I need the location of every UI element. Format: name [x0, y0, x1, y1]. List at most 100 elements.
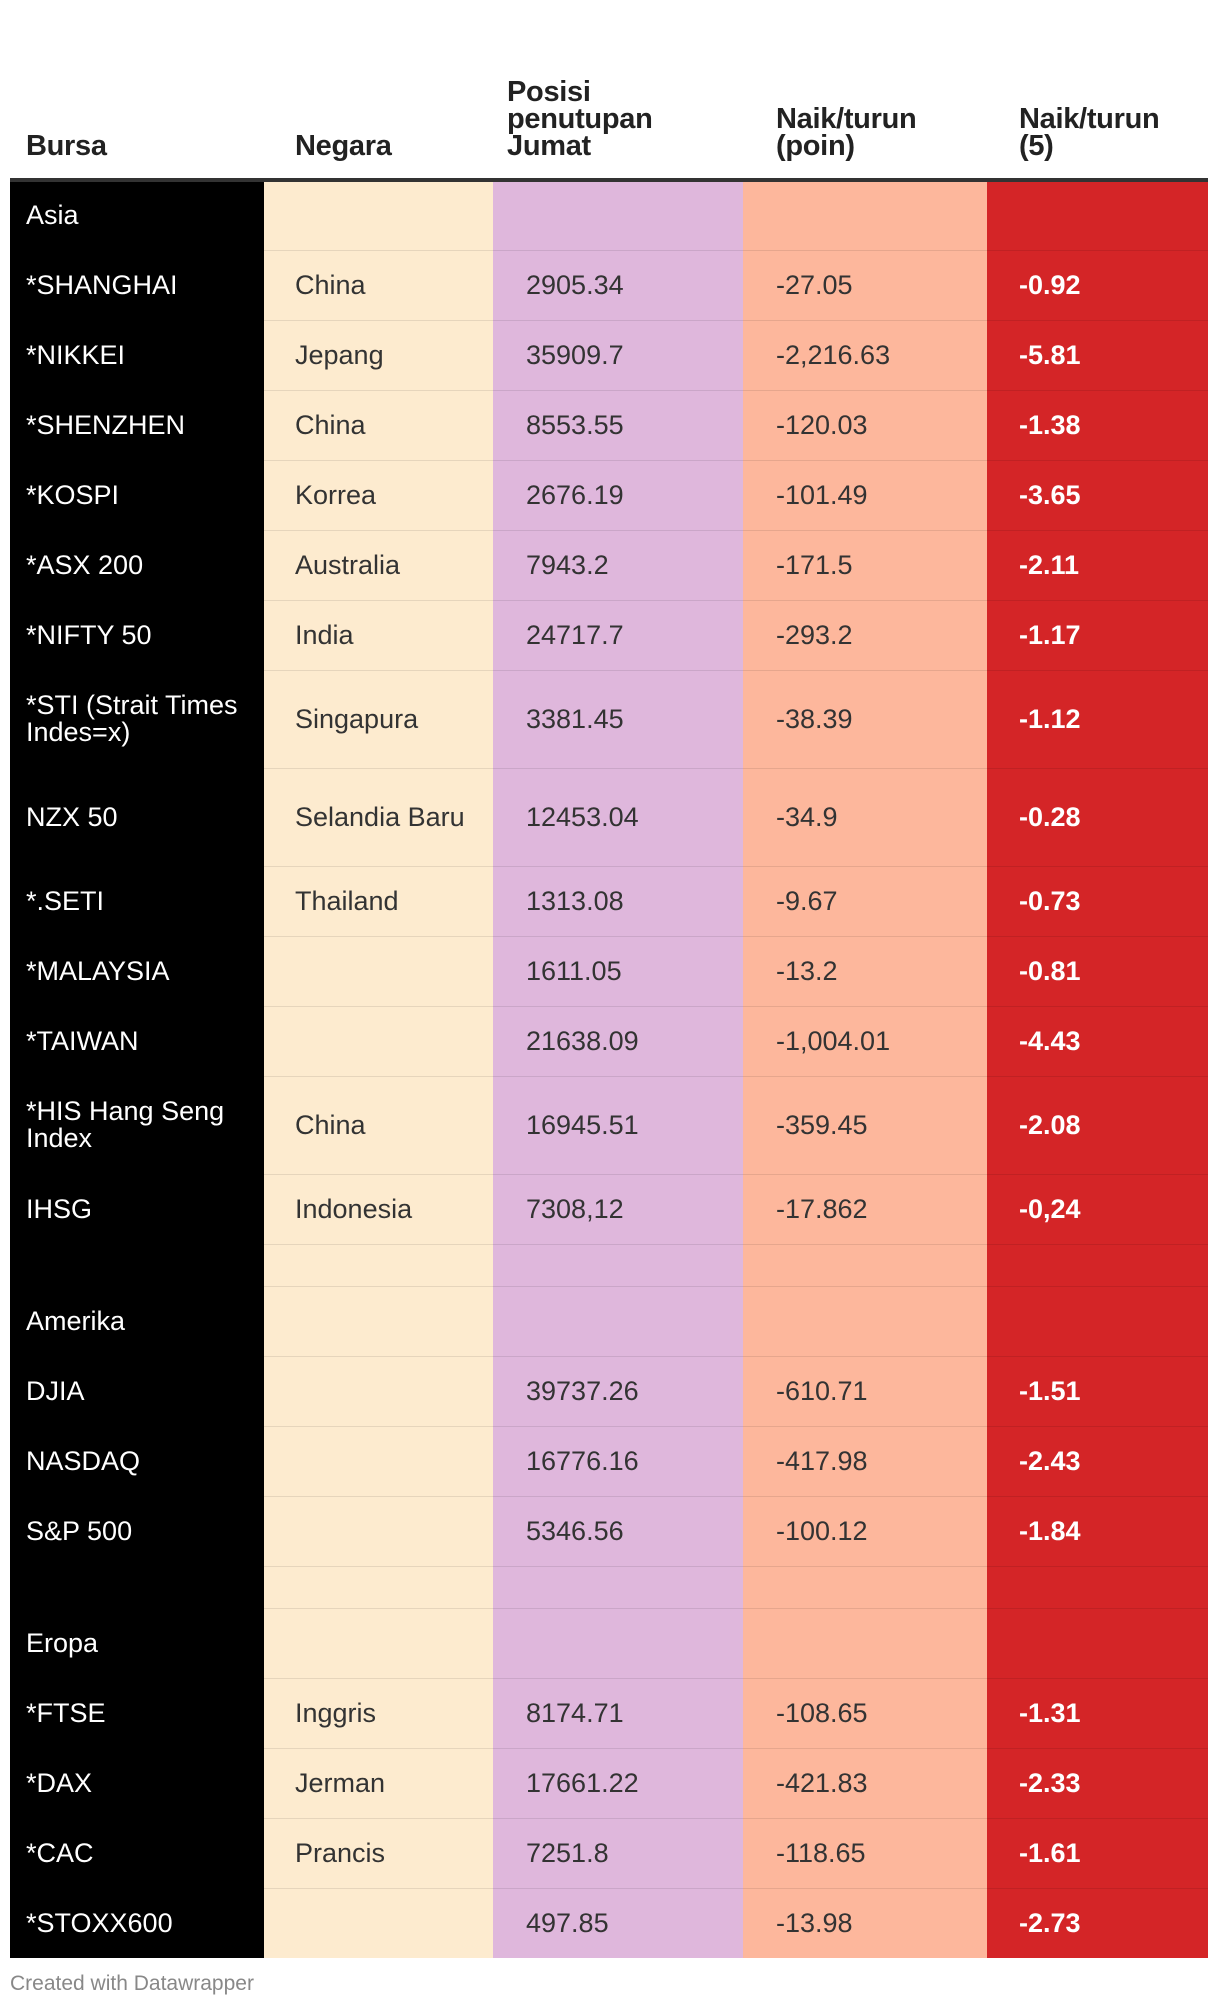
cell-bursa: *STOXX600 — [10, 1888, 264, 1958]
header-naik-turun-poin[interactable]: Naik/turun (poin) — [743, 0, 987, 182]
cell-persen: -2.43 — [987, 1426, 1208, 1497]
table-row: *STOXX600 497.85 -13.98 -2.73 — [10, 1888, 1208, 1958]
cell-negara — [264, 1426, 493, 1497]
cell-persen: -1.17 — [987, 600, 1208, 671]
cell-posisi: 7308,12 — [493, 1174, 743, 1245]
header-posisi-line-1: Posisi — [507, 76, 591, 108]
header-poin-line-2: (poin) — [776, 130, 855, 162]
table-body: Asia *SHANGHAI China 2905.34 -27.05 -0.92 *NIK… — [10, 180, 1208, 1958]
cell-poin: -171.5 — [743, 530, 987, 601]
table-row: *MALAYSIA 1611.05 -13.2 -0.81 — [10, 936, 1208, 1007]
table-row: *.SETI Thailand 1313.08 -9.67 -0.73 — [10, 866, 1208, 937]
cell-bursa: NASDAQ — [10, 1426, 264, 1497]
cell-bursa: *STI (Strait Times Indes=x) — [10, 670, 264, 769]
table-row: *CAC Prancis 7251.8 -118.65 -1.61 — [10, 1818, 1208, 1889]
cell-negara: Jerman — [264, 1748, 493, 1819]
cell-negara — [264, 936, 493, 1007]
cell-persen: -1.51 — [987, 1356, 1208, 1427]
cell-poin: -38.39 — [743, 670, 987, 769]
cell-poin: -1,004.01 — [743, 1006, 987, 1077]
cell-posisi: 12453.04 — [493, 768, 743, 867]
cell-poin — [743, 1608, 987, 1679]
cell-negara — [264, 1496, 493, 1567]
cell-posisi: 8553.55 — [493, 390, 743, 461]
header-naik-turun-persen[interactable]: Naik/turun (5) — [987, 0, 1208, 182]
cell-posisi: 39737.26 — [493, 1356, 743, 1427]
header-posisi-line-3: Jumat — [507, 130, 591, 162]
cell-poin: -293.2 — [743, 600, 987, 671]
cell-negara: Korrea — [264, 460, 493, 531]
cell-posisi: 24717.7 — [493, 600, 743, 671]
cell-negara — [264, 180, 493, 251]
cell-bursa: Eropa — [10, 1608, 264, 1679]
cell-posisi — [493, 1244, 743, 1287]
table-row: *DAX Jerman 17661.22 -421.83 -2.33 — [10, 1748, 1208, 1819]
header-posisi-penutupan[interactable]: Posisi penutupan Jumat — [493, 0, 743, 182]
cell-negara: Jepang — [264, 320, 493, 391]
header-bursa[interactable]: Bursa — [10, 0, 264, 182]
datawrapper-credit[interactable]: Created with Datawrapper — [10, 1972, 254, 1995]
cell-negara: Singapura — [264, 670, 493, 769]
group-header-row: Eropa — [10, 1608, 1208, 1679]
cell-persen — [987, 1286, 1208, 1357]
cell-negara: Thailand — [264, 866, 493, 937]
cell-negara: China — [264, 1076, 493, 1175]
header-persen-line-1: Naik/turun — [1019, 103, 1160, 135]
cell-persen: -5.81 — [987, 320, 1208, 391]
table-row: NASDAQ 16776.16 -417.98 -2.43 — [10, 1426, 1208, 1497]
table-row: *HIS Hang Seng Index China 16945.51 -359.45… — [10, 1076, 1208, 1175]
cell-posisi: 497.85 — [493, 1888, 743, 1958]
cell-bursa: S&P 500 — [10, 1496, 264, 1567]
table-row: *NIFTY 50 India 24717.7 -293.2 -1.17 — [10, 600, 1208, 671]
cell-poin — [743, 180, 987, 251]
cell-posisi: 16776.16 — [493, 1426, 743, 1497]
cell-poin: -27.05 — [743, 250, 987, 321]
data-table-container: Bursa Negara Posisi penutupan Jumat Naik… — [10, 0, 1208, 1958]
spacer-row — [10, 1566, 1208, 1609]
cell-persen: -1.61 — [987, 1818, 1208, 1889]
cell-bursa: *.SETI — [10, 866, 264, 937]
cell-poin: -359.45 — [743, 1076, 987, 1175]
cell-posisi: 35909.7 — [493, 320, 743, 391]
cell-negara — [264, 1566, 493, 1609]
cell-persen: -1.12 — [987, 670, 1208, 769]
table-row: *ASX 200 Australia 7943.2 -171.5 -2.11 — [10, 530, 1208, 601]
cell-posisi: 2905.34 — [493, 250, 743, 321]
cell-negara — [264, 1244, 493, 1287]
table-row: *SHENZHEN China 8553.55 -120.03 -1.38 — [10, 390, 1208, 461]
header-negara[interactable]: Negara — [264, 0, 493, 182]
cell-negara — [264, 1888, 493, 1958]
header-persen-line-2: (5) — [1019, 130, 1054, 162]
cell-poin: -2,216.63 — [743, 320, 987, 391]
table-row: DJIA 39737.26 -610.71 -1.51 — [10, 1356, 1208, 1427]
header-posisi-line-2: penutupan — [507, 103, 653, 135]
cell-bursa: *ASX 200 — [10, 530, 264, 601]
cell-negara: India — [264, 600, 493, 671]
cell-negara: China — [264, 250, 493, 321]
cell-negara — [264, 1006, 493, 1077]
group-header-row: Asia — [10, 180, 1208, 251]
cell-poin — [743, 1566, 987, 1609]
table-row: *NIKKEI Jepang 35909.7 -2,216.63 -5.81 — [10, 320, 1208, 391]
table-row: *FTSE Inggris 8174.71 -108.65 -1.31 — [10, 1678, 1208, 1749]
cell-poin: -118.65 — [743, 1818, 987, 1889]
cell-posisi: 5346.56 — [493, 1496, 743, 1567]
cell-persen: -0.81 — [987, 936, 1208, 1007]
cell-bursa: *NIFTY 50 — [10, 600, 264, 671]
cell-poin: -13.98 — [743, 1888, 987, 1958]
cell-persen: -0.28 — [987, 768, 1208, 867]
cell-posisi: 1611.05 — [493, 936, 743, 1007]
cell-poin: -120.03 — [743, 390, 987, 461]
cell-bursa — [10, 1566, 264, 1609]
cell-poin: -100.12 — [743, 1496, 987, 1567]
cell-negara: China — [264, 390, 493, 461]
table-row: IHSG Indonesia 7308,12 -17.862 -0,24 — [10, 1174, 1208, 1245]
market-table: Bursa Negara Posisi penutupan Jumat Naik… — [10, 0, 1208, 1958]
cell-bursa: *CAC — [10, 1818, 264, 1889]
cell-persen — [987, 1566, 1208, 1609]
cell-persen: -2.08 — [987, 1076, 1208, 1175]
cell-negara — [264, 1356, 493, 1427]
cell-poin: -17.862 — [743, 1174, 987, 1245]
cell-negara: Selandia Baru — [264, 768, 493, 867]
cell-posisi: 8174.71 — [493, 1678, 743, 1749]
